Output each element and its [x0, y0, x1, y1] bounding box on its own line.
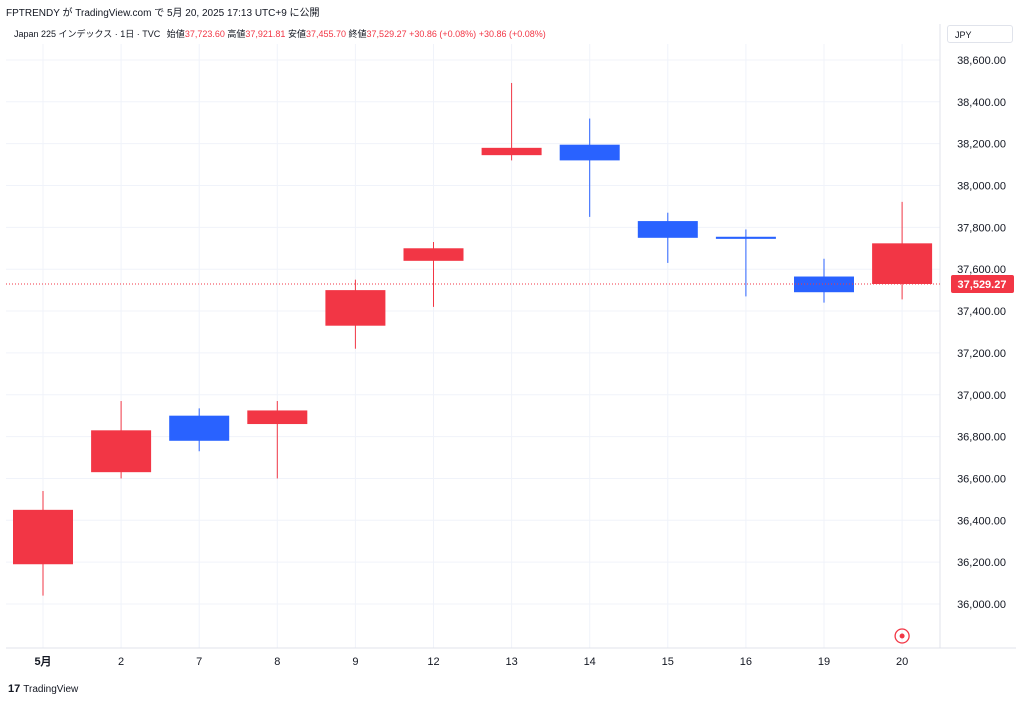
time-tick-label: 9	[352, 656, 358, 668]
candle-body	[872, 243, 933, 285]
time-tick-label: 12	[427, 656, 439, 668]
time-tick-label: 14	[584, 656, 596, 668]
price-tick-label: 36,200.00	[957, 557, 1006, 569]
candle-body	[715, 236, 776, 239]
grid-lines	[6, 24, 1016, 649]
price-tick-label: 37,400.00	[957, 306, 1006, 318]
candle-body	[325, 290, 386, 326]
candle-body	[13, 509, 73, 565]
time-tick-label: 8	[274, 656, 280, 668]
ohlc-legend: Japan 225 インデックス · 1日 · TVC 始値37,723.60 …	[14, 27, 546, 40]
high-value: 37,921.81	[245, 29, 286, 39]
time-tick-label: 2	[118, 656, 124, 668]
last-price-label: 37,529.27	[958, 279, 1007, 291]
time-tick-label: 19	[818, 656, 830, 668]
close-value: 37,529.27	[366, 29, 407, 39]
time-tick-label: 13	[505, 656, 517, 668]
candle-body	[169, 415, 230, 441]
candle-body	[794, 276, 854, 293]
price-tick-label: 36,000.00	[957, 599, 1006, 611]
price-tick-label: 37,600.00	[957, 264, 1006, 276]
open-value: 37,723.60	[184, 29, 225, 39]
candles	[13, 82, 933, 596]
candle-body	[247, 410, 308, 425]
tradingview-logo[interactable]: 17 TradingView	[8, 683, 78, 695]
currency-button[interactable]: JPY	[947, 25, 1013, 43]
price-tick-label: 38,400.00	[957, 97, 1006, 109]
low-value: 37,455.70	[305, 29, 347, 39]
candle-body	[637, 221, 698, 238]
open-label: 始値	[166, 29, 185, 39]
change-value: +30.86 (+0.08%)	[409, 29, 477, 39]
low-label: 安値	[287, 29, 306, 39]
price-tick-label: 38,600.00	[957, 55, 1006, 67]
time-axis[interactable]: 5月 2 7 8 9 12 13 14 15 16 19 20	[34, 655, 908, 668]
candle-body	[559, 144, 620, 161]
time-tick-label: 5月	[34, 655, 51, 668]
close-label: 終値	[348, 29, 367, 39]
price-tick-label: 36,600.00	[957, 473, 1006, 485]
price-tick-label: 37,200.00	[957, 348, 1006, 360]
tradingview-logo-text: TradingView	[23, 684, 79, 695]
high-label: 高値	[227, 29, 246, 39]
time-tick-label: 20	[896, 656, 908, 668]
symbol-label[interactable]: Japan 225 インデックス · 1日 · TVC	[14, 29, 161, 39]
price-tick-label: 37,800.00	[957, 222, 1006, 234]
change-value-2: +30.86 (+0.08%)	[478, 29, 546, 39]
price-tick-label: 37,000.00	[957, 390, 1006, 402]
candle-body	[91, 430, 152, 473]
price-axis[interactable]: 36,000.00 36,200.00 36,400.00 36,600.00 36,8…	[951, 55, 1014, 611]
target-icon-dot	[899, 633, 905, 639]
target-icon-ring	[894, 628, 910, 644]
candle-body	[403, 248, 464, 261]
published-line: FPTRENDY が TradingView.com で 5月 20, 2025…	[6, 8, 320, 19]
time-tick-label: 16	[740, 656, 752, 668]
tradingview-logo-icon: 17	[8, 683, 21, 695]
price-tick-label: 38,000.00	[957, 181, 1006, 193]
price-tick-label: 36,800.00	[957, 432, 1006, 444]
time-tick-label: 7	[196, 656, 202, 668]
price-tick-label: 36,400.00	[957, 515, 1006, 527]
target-icon[interactable]	[894, 628, 910, 644]
last-price-badge	[951, 275, 1014, 294]
time-tick-label: 15	[662, 656, 674, 668]
candle-body	[481, 147, 542, 156]
price-tick-label: 38,200.00	[957, 139, 1006, 151]
